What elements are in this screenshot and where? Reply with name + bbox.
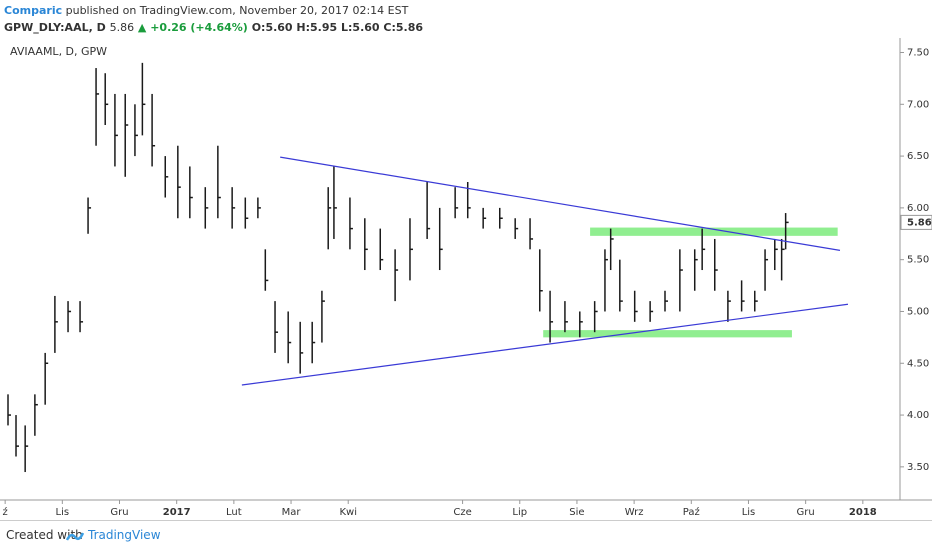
quote: GPW_DLY:AAL, D 5.86 ▲ +0.26 (+4.64%) O:5… [4,19,423,36]
close: C:5.86 [383,21,424,34]
y-tick-label: 4.00 [907,410,929,421]
open: O:5.60 [251,21,293,34]
trendline [241,303,849,386]
chart-title: AVIAAML, D, GPW [10,45,107,58]
x-tick-label: ź [3,506,8,518]
low: L:5.60 [341,21,380,34]
y-tick-label: 6.50 [907,151,929,162]
x-tick-label: Wrz [625,507,644,518]
change: ▲ +0.26 (+4.64%) [137,21,248,34]
x-tick-label: 2017 [163,507,191,518]
author[interactable]: Comparic [4,4,63,17]
byline: Comparic published on TradingView.com, N… [4,2,423,19]
header: Comparic published on TradingView.com, N… [4,2,423,36]
x-tick-label: Lis [742,507,756,518]
x-tick-label: Gru [797,507,815,518]
x-tick-label: Sie [569,507,584,518]
last: 5.86 [109,21,135,34]
published: published on TradingView.com, November 2… [65,4,409,17]
x-tick-label: Mar [282,507,302,518]
brand[interactable]: TradingView [88,528,161,542]
last-price-label: 5.86 [907,217,932,228]
x-tick-label: Lis [56,507,70,518]
y-tick-label: 7.50 [907,48,929,59]
x-tick-label: 2018 [849,507,877,518]
y-tick-label: 5.00 [907,306,929,317]
logo [66,532,84,541]
y-tick-label: 3.50 [907,462,929,473]
created-with: Created with [6,528,83,542]
y-tick-label: 5.50 [907,255,929,266]
x-tick-label: Paź [683,506,700,518]
x-tick-label: Gru [110,507,128,518]
symbol: GPW_DLY:AAL, D [4,21,106,34]
y-tick-label: 6.00 [907,203,929,214]
chart: AVIAAML, D, GPW 3.50 4.00 4.50 5.00 5.50 6.00… [0,38,932,518]
x-tick-label: Kwi [339,507,357,518]
high: H:5.95 [296,21,338,34]
x-tick-label: Lip [512,507,527,518]
x-tick-label: Lut [226,507,242,518]
last-price-box [900,214,932,230]
y-tick-label: 7.00 [907,99,929,110]
x-tick-label: Cze [453,507,471,518]
footer: Created with TradingView [0,520,932,551]
trendline [280,156,841,251]
y-tick-label: 4.50 [907,358,929,369]
zone [590,227,838,236]
zone [543,330,792,338]
